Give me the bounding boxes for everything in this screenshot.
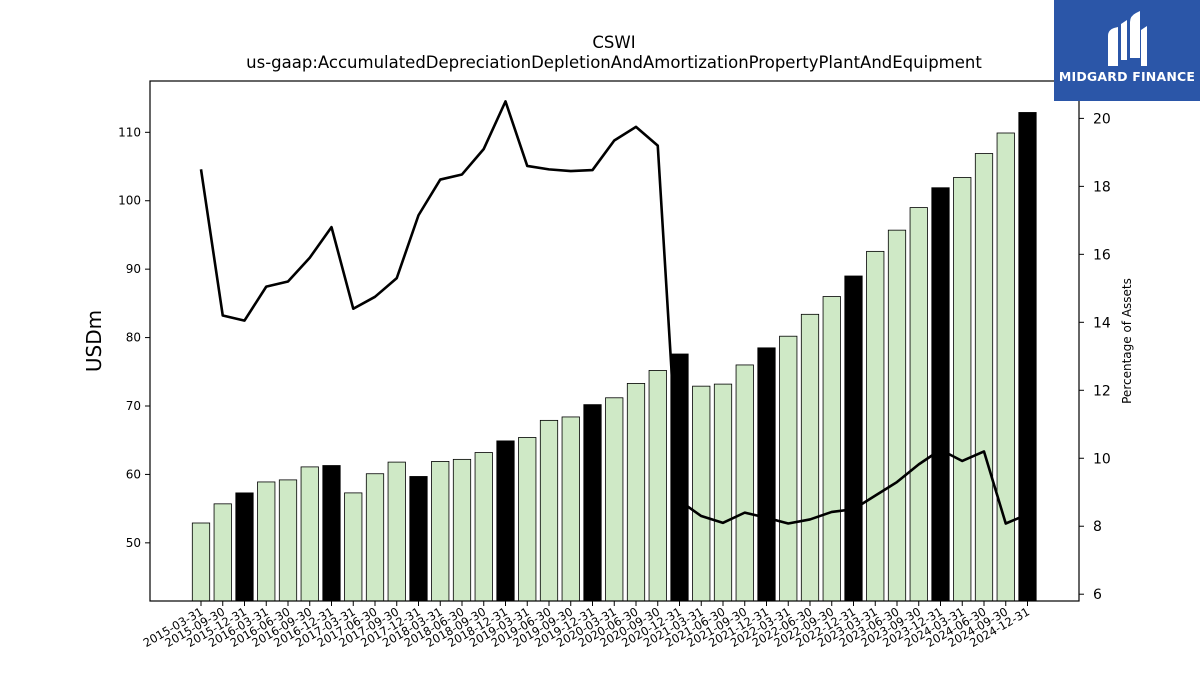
y-axis-right: 6 8 10 12 14 16 18 20 <box>1079 111 1111 603</box>
bar <box>213 503 232 602</box>
bar <box>300 466 319 602</box>
y-right-tick-label: 6 <box>1093 587 1102 603</box>
line-series-path <box>199 100 1029 525</box>
bar <box>931 187 950 602</box>
y-right-tick-label: 10 <box>1093 451 1111 467</box>
y-left-tick-label: 110 <box>118 125 141 139</box>
bar <box>844 275 863 602</box>
chart-title: CSWI <box>592 33 635 52</box>
bar <box>692 385 711 602</box>
bar <box>735 364 754 602</box>
y-right-tick-label: 18 <box>1093 179 1111 195</box>
bar <box>431 461 450 602</box>
bar <box>278 479 298 602</box>
bar <box>887 229 907 602</box>
x-axis: 2015-03-312015-09-302015-12-312016-03-31… <box>141 601 1032 650</box>
bar <box>365 473 385 602</box>
y-left-tick-label: 60 <box>126 467 141 481</box>
bar <box>605 397 624 602</box>
bar <box>800 313 820 602</box>
bar <box>779 335 798 602</box>
bar <box>409 476 428 602</box>
y-left-tick-label: 80 <box>126 331 141 345</box>
y-left-tick-label: 70 <box>126 399 141 413</box>
bar <box>257 481 276 602</box>
bar <box>757 347 776 602</box>
bar <box>539 419 559 602</box>
bar <box>1018 112 1037 602</box>
y-right-tick-label: 16 <box>1093 247 1111 263</box>
bar <box>561 416 580 602</box>
y-axis-left-label: USDm <box>82 310 106 372</box>
y-axis-right-label: Percentage of Assets <box>1120 278 1134 404</box>
y-right-tick-label: 12 <box>1093 383 1111 399</box>
y-right-tick-label: 20 <box>1093 111 1111 127</box>
bar <box>518 437 537 602</box>
y-right-tick-label: 8 <box>1093 519 1102 535</box>
bar <box>648 370 667 602</box>
bar <box>387 461 406 602</box>
bar <box>235 492 254 602</box>
bar <box>322 465 341 602</box>
bar <box>866 250 885 602</box>
bar <box>996 132 1015 602</box>
bar <box>822 296 841 602</box>
bar <box>974 153 994 602</box>
line-series <box>199 100 1029 525</box>
chart-subtitle: us-gaap:AccumulatedDepreciationDepletion… <box>246 53 982 72</box>
logo-mark-icon <box>1108 11 1147 66</box>
bar <box>583 404 602 602</box>
bar <box>496 440 515 602</box>
bar-series <box>191 112 1037 602</box>
bar <box>474 452 493 602</box>
y-right-tick-label: 14 <box>1093 315 1111 331</box>
bar <box>344 492 363 602</box>
bar <box>953 177 972 602</box>
y-left-tick-label: 50 <box>126 536 141 550</box>
bar <box>452 458 472 602</box>
brand-logo: MIDGARD FINANCE <box>1054 0 1200 101</box>
bar <box>713 383 733 602</box>
bar <box>626 383 646 602</box>
bar <box>191 522 211 602</box>
logo-text: MIDGARD FINANCE <box>1059 69 1195 84</box>
y-left-tick-label: 100 <box>118 194 141 208</box>
bar <box>909 207 928 602</box>
y-left-tick-label: 90 <box>126 262 141 276</box>
y-axis-left: 50 60 70 80 90 100 110 <box>118 125 150 550</box>
